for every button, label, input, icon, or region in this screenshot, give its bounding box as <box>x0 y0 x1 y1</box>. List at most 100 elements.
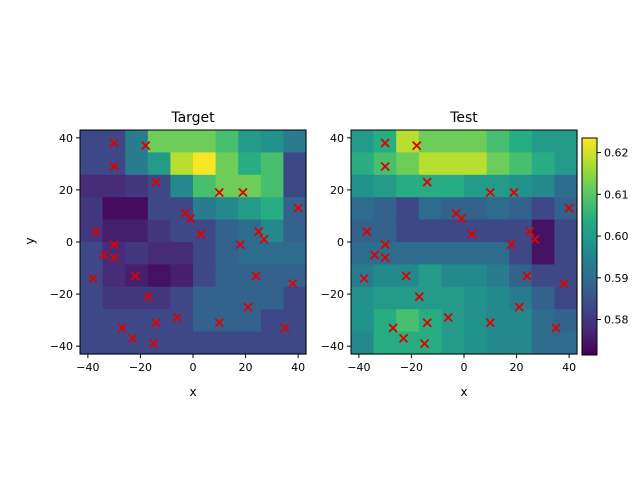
heatmap-cells <box>351 130 578 355</box>
heatmap-cell <box>283 309 307 333</box>
marker-layer <box>359 138 574 349</box>
heatmap-cell <box>80 242 104 265</box>
heatmap-cell <box>102 130 126 153</box>
point-marker <box>398 333 409 344</box>
heatmap-cell <box>396 219 420 243</box>
heatmap-cell <box>351 130 375 153</box>
heatmap-cell <box>193 242 217 265</box>
point-marker <box>214 318 224 328</box>
heatmap-cell <box>531 130 555 153</box>
point-marker <box>412 140 422 151</box>
heatmap-cell <box>464 331 488 355</box>
point-marker <box>91 226 101 237</box>
heatmap-cell <box>260 174 284 198</box>
heatmap-cell <box>260 197 284 221</box>
heatmap-cell <box>147 219 171 243</box>
heatmap-cell <box>215 174 239 198</box>
heatmap-cell <box>486 130 510 153</box>
heatmap-cell <box>441 242 465 265</box>
heatmap-cell <box>80 152 104 176</box>
y-tick-label: −40 <box>50 340 73 353</box>
heatmap-cell <box>170 197 194 221</box>
point-marker <box>117 323 127 333</box>
x-tick-label: 20 <box>510 361 524 374</box>
heatmap-cell <box>193 197 217 221</box>
colorbar-tick-label: 0.58 <box>604 314 629 327</box>
x-axis-label: x <box>189 385 196 399</box>
point-marker <box>151 318 161 328</box>
heatmap-cell <box>215 264 239 288</box>
marker-layer <box>88 138 303 349</box>
point-marker <box>485 318 495 328</box>
point-marker <box>380 138 390 148</box>
colorbar-ticks: 0.58 0.59 0.60 0.61 0.62 <box>597 147 629 327</box>
heatmap-cell <box>441 264 465 288</box>
heatmap-cell <box>80 331 104 355</box>
point-marker <box>99 250 109 260</box>
heatmap-cell <box>441 309 465 333</box>
y-tick-label: 20 <box>59 184 73 197</box>
heatmap-cell <box>418 331 442 355</box>
heatmap-cell <box>531 286 555 310</box>
heatmap-cell <box>351 197 375 221</box>
heatmap-cell <box>554 174 578 198</box>
heatmap-cell <box>125 264 149 288</box>
point-marker <box>514 302 524 312</box>
heatmap-cell <box>102 286 126 310</box>
heatmap-cell <box>531 264 555 288</box>
heatmap-cell <box>193 174 217 198</box>
heatmap-cell <box>464 130 488 153</box>
heatmap-cell <box>486 219 510 243</box>
heatmap-cell <box>238 309 262 333</box>
heatmap-cell <box>238 130 262 153</box>
heatmap-cell <box>238 197 262 221</box>
point-marker <box>370 250 380 260</box>
heatmap-cell <box>147 152 171 176</box>
point-marker <box>414 292 424 302</box>
point-marker <box>293 203 303 213</box>
heatmap-cell <box>238 152 262 176</box>
heatmap-cell <box>193 286 217 310</box>
heatmap-cell <box>554 219 578 243</box>
heatmap-cell <box>80 197 104 221</box>
heatmap-cell <box>554 152 578 176</box>
heatmap-cell <box>215 152 239 176</box>
heatmap-cell <box>102 242 126 265</box>
heatmap-cell <box>554 286 578 310</box>
y-axis-label: y <box>23 237 37 244</box>
y-tick-label: 40 <box>59 132 73 145</box>
x-axis-label: x <box>460 385 467 399</box>
colorbar-tick-label: 0.60 <box>604 230 629 243</box>
x-ticks: −40 −20 0 20 40 <box>76 354 305 374</box>
point-marker <box>525 226 535 237</box>
heatmap-cell <box>486 286 510 310</box>
heatmap-cell <box>464 309 488 333</box>
point-marker <box>422 318 432 328</box>
colorbar: 0.58 0.59 0.60 0.61 0.62 <box>581 137 629 356</box>
point-marker <box>401 271 411 281</box>
heatmap-cell <box>102 331 126 355</box>
heatmap-cell <box>509 264 533 288</box>
x-tick-label: −20 <box>400 361 423 374</box>
point-marker <box>280 323 290 333</box>
heatmap-cell <box>238 219 262 243</box>
heatmap-cell <box>170 130 194 153</box>
point-marker <box>422 177 432 187</box>
heatmap-cell <box>147 197 171 221</box>
point-marker <box>456 213 467 224</box>
heatmap-cell <box>147 264 171 288</box>
heatmap-cell <box>283 331 307 355</box>
heatmap-cell <box>373 197 397 221</box>
point-marker <box>359 273 369 284</box>
heatmap-cell <box>260 309 284 333</box>
heatmap-cell <box>170 152 194 176</box>
heatmap-cell <box>351 331 375 355</box>
point-marker <box>148 338 159 349</box>
heatmap-cell <box>351 242 375 265</box>
heatmap-cell <box>554 130 578 153</box>
point-marker <box>522 271 532 281</box>
heatmap-cell <box>509 197 533 221</box>
heatmap-cell <box>215 219 239 243</box>
heatmap-cell <box>260 264 284 288</box>
